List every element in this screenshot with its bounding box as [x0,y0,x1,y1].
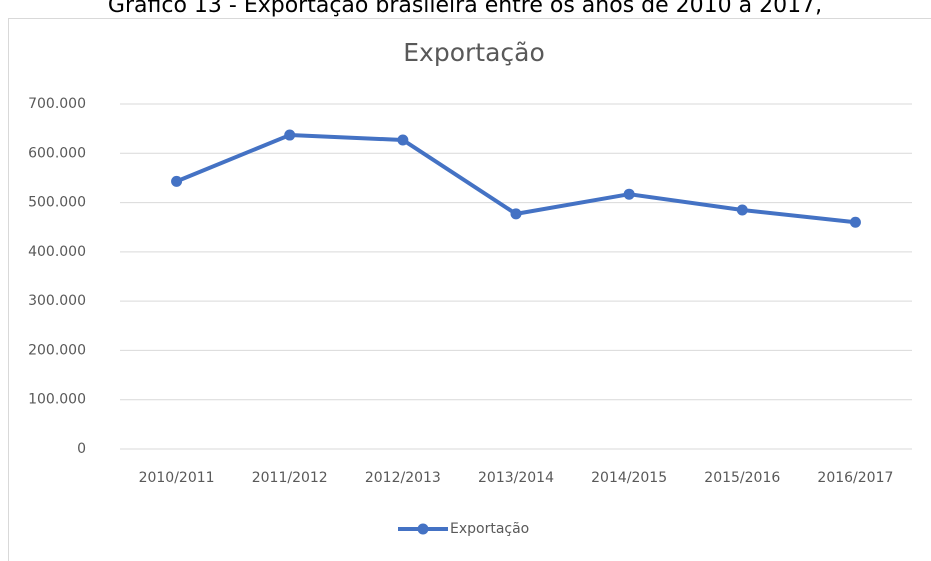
x-tick-label: 2014/2015 [591,470,667,486]
point [284,129,296,141]
legend-label: Exportação [450,521,529,537]
chart-frame [8,18,931,561]
y-tick-label: 0 [77,441,86,457]
point [736,204,748,216]
point [849,216,861,228]
x-tick-label: 2013/2014 [478,470,554,486]
x-tick-label: 2012/2013 [365,470,441,486]
x-tick-label: 2010/2011 [139,470,215,486]
x-tick-label: 2015/2016 [704,470,780,486]
point [397,134,409,146]
x-tick-label: 2011/2012 [252,470,328,486]
caption: Gráfico 13 - Exportação brasileira entre… [108,0,822,18]
y-tick-label: 700.000 [28,96,86,112]
point [623,188,635,200]
y-tick-label: 300.000 [28,293,86,309]
x-tick-label: 2016/2017 [817,470,893,486]
point [510,208,522,220]
y-tick-label: 200.000 [28,342,86,358]
point [171,175,183,187]
y-tick-label: 600.000 [28,145,86,161]
y-tick-label: 100.000 [28,392,86,408]
y-tick-label: 400.000 [28,244,86,260]
chart-title: Exportação [403,38,545,67]
legend-marker [417,523,429,535]
y-tick-label: 500.000 [28,195,86,211]
